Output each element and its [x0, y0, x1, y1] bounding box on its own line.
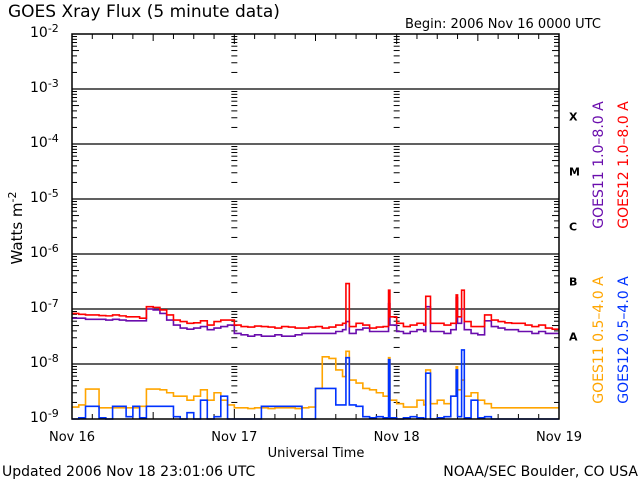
grid: [72, 88, 559, 365]
series-lines: [72, 282, 559, 420]
x-tick-label: Nov 18: [374, 430, 420, 445]
y-tick-base: 10: [30, 80, 48, 96]
y-tick-base: 10: [30, 410, 48, 426]
y-tick-label: 10-6: [30, 242, 59, 261]
y-axis-label: Watts m-2: [6, 192, 26, 265]
x-axis-label: Universal Time: [268, 446, 365, 461]
y-tick-exponent: -7: [48, 297, 59, 310]
legend-goes11-long: GOES11 1.0–8.0 A: [591, 101, 607, 229]
series-line-goes11-1-0-8-0-a: [72, 296, 559, 338]
legend-goes11-short: GOES11 0.5–4.0 A: [591, 276, 607, 404]
flare-class-labels: X M C B A: [569, 111, 580, 344]
y-tick-label: 10-4: [30, 132, 59, 151]
y-tick-exponent: -2: [48, 22, 59, 35]
series-line-goes12-0-5-4-0-a: [72, 349, 559, 420]
x-tick-labels: Nov 16 Nov 17 Nov 18 Nov 19: [49, 430, 582, 445]
y-tick-exponent: -9: [48, 407, 59, 420]
y-tick-exponent: -4: [48, 132, 59, 145]
flare-class-label: X: [569, 111, 578, 124]
y-tick-base: 10: [30, 135, 48, 151]
x-tick-label: Nov 17: [211, 430, 257, 445]
plot-frame: [71, 33, 560, 420]
y-tick-base: 10: [30, 25, 48, 41]
flare-class-label: A: [569, 331, 578, 344]
y-tick-exponent: -3: [48, 77, 59, 90]
begin-label: Begin: 2006 Nov 16 0000 UTC: [405, 17, 601, 32]
legend-goes12-short: GOES12 0.5–4.0 A: [616, 276, 632, 404]
y-tick-base: 10: [30, 190, 48, 206]
y-tick-exponent: -6: [48, 242, 59, 255]
axis-ticks: [72, 34, 559, 419]
updated-timestamp: Updated 2006 Nov 18 23:01:06 UTC: [2, 464, 255, 480]
y-tick-labels: 10-210-310-410-510-610-710-810-9: [30, 22, 59, 426]
y-tick-label: 10-5: [30, 187, 59, 206]
y-tick-base: 10: [30, 300, 48, 316]
y-tick-base: 10: [30, 245, 48, 261]
y-tick-label: 10-7: [30, 297, 59, 316]
y-tick-label: 10-3: [30, 77, 59, 96]
series-line-goes12-1-0-8-0-a: [72, 282, 559, 330]
y-tick-label: 10-8: [30, 352, 59, 371]
y-tick-label: 10-9: [30, 407, 59, 426]
chart-title: GOES Xray Flux (5 minute data): [8, 2, 280, 22]
flare-class-label: M: [569, 166, 580, 179]
y-tick-label: 10-2: [30, 22, 59, 41]
y-tick-exponent: -8: [48, 352, 59, 365]
y-tick-exponent: -5: [48, 187, 59, 200]
legend-goes12-long: GOES12 1.0–8.0 A: [616, 101, 632, 229]
x-tick-label: Nov 19: [536, 430, 582, 445]
y-tick-base: 10: [30, 355, 48, 371]
flare-class-label: B: [569, 276, 577, 289]
flare-class-label: C: [569, 221, 577, 234]
x-tick-label: Nov 16: [49, 430, 95, 445]
source-credit: NOAA/SEC Boulder, CO USA: [443, 464, 638, 480]
